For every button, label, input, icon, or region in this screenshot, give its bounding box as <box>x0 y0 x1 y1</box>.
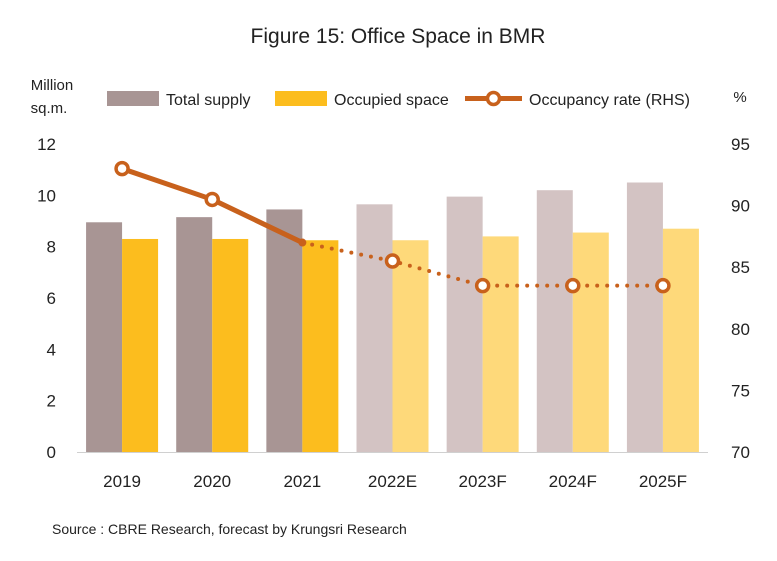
legend-marker-occupancy-rate <box>485 90 502 107</box>
x-axis-tick-label: 2024F <box>549 472 597 491</box>
left-axis-tick-label: 2 <box>47 392 56 411</box>
legend-label-occupancy-rate: Occupancy rate (RHS) <box>529 92 690 109</box>
x-axis-tick-label: 2023F <box>459 472 507 491</box>
legend-swatch-occupied-space <box>275 91 327 106</box>
left-axis-tick-label: 10 <box>37 186 56 205</box>
left-axis-ticks: 0 2 4 6 8 10 12 <box>37 135 56 462</box>
legend: Total supply Occupied space Occupancy ra… <box>107 90 690 109</box>
bar-occupied-space <box>392 240 429 452</box>
right-axis-ticks: 70 75 80 85 90 95 <box>731 135 750 462</box>
occupancy-rate-point <box>655 277 671 294</box>
bar-total-supply <box>266 209 303 452</box>
right-axis-tick-label: 80 <box>731 320 750 339</box>
x-axis-tick-label: 2021 <box>283 472 321 491</box>
right-axis-tick-label: 75 <box>731 381 750 400</box>
occupancy-rate-point <box>565 277 581 294</box>
bar-total-supply <box>536 190 573 452</box>
bar-occupied-space <box>302 240 339 452</box>
x-axis-tick-label: 2025F <box>639 472 687 491</box>
left-axis-tick-label: 12 <box>37 135 56 154</box>
left-axis-tick-label: 8 <box>47 238 56 257</box>
bar-total-supply <box>626 182 663 452</box>
left-axis-tick-label: 0 <box>47 443 56 462</box>
right-axis-tick-label: 95 <box>731 135 750 154</box>
right-axis-tick-label: 90 <box>731 197 750 216</box>
occupancy-rate-point <box>298 238 307 247</box>
bar-total-supply <box>86 222 123 452</box>
source-note: Source : CBRE Research, forecast by Krun… <box>52 521 407 537</box>
bar-occupied-space <box>662 228 699 452</box>
bar-occupied-space <box>122 238 159 452</box>
x-axis-tick-label: 2020 <box>193 472 231 491</box>
bar-occupied-space <box>572 232 609 452</box>
occupancy-rate-line <box>114 160 671 294</box>
bar-total-supply <box>356 204 393 452</box>
occupancy-rate-point <box>474 277 491 294</box>
bar-total-supply <box>446 196 483 452</box>
bar-occupied-space <box>482 236 519 452</box>
right-axis-tick-label: 70 <box>731 443 750 462</box>
left-axis-unit-line1: Million <box>31 77 74 94</box>
chart-title: Figure 15: Office Space in BMR <box>251 25 546 48</box>
legend-label-total-supply: Total supply <box>166 92 251 109</box>
occupancy-rate-point <box>114 160 130 177</box>
legend-swatch-total-supply <box>107 91 159 106</box>
left-axis-unit-line2: sq.m. <box>31 100 68 117</box>
left-axis-tick-label: 6 <box>47 289 56 308</box>
x-axis-tick-label: 2022E <box>368 472 417 491</box>
x-axis-ticks: 2019 2020 2021 2022E 2023F 2024F 2025F <box>103 472 687 491</box>
legend-label-occupied-space: Occupied space <box>334 92 449 109</box>
bars <box>86 182 699 452</box>
bar-total-supply <box>176 217 213 452</box>
occupancy-rate-forecast-segment <box>300 240 665 288</box>
x-axis-tick-label: 2019 <box>103 472 141 491</box>
bar-occupied-space <box>212 238 249 452</box>
left-axis-tick-label: 4 <box>47 340 56 359</box>
occupancy-rate-point <box>384 253 401 269</box>
right-axis-tick-label: 85 <box>731 258 750 277</box>
right-axis-unit: % <box>733 89 746 106</box>
occupancy-rate-point <box>204 191 220 208</box>
